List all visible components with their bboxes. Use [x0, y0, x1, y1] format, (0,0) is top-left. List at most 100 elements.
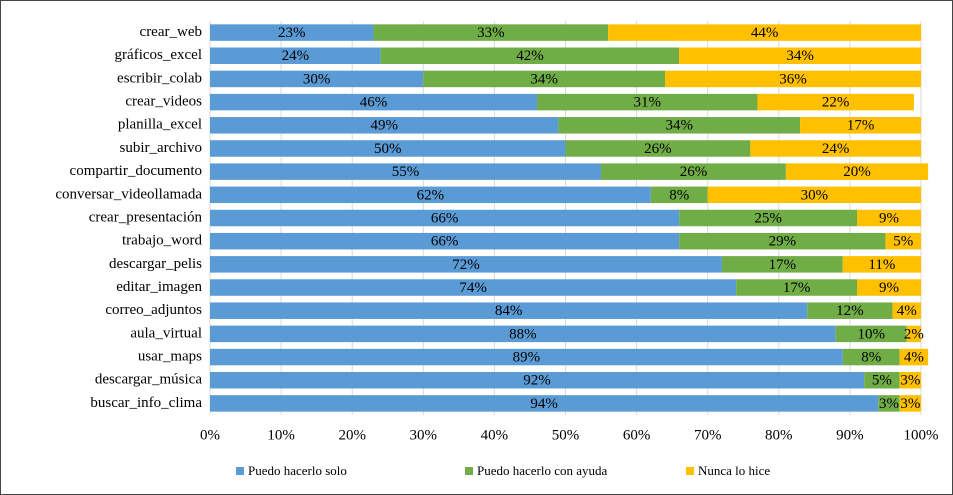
value-label: 24%	[282, 48, 310, 64]
bar-segment	[650, 186, 708, 204]
x-tick-label: 30%	[410, 427, 438, 443]
value-label: 9%	[879, 210, 899, 226]
bar-segment	[210, 256, 722, 273]
legend-label: Nunca lo hice	[698, 463, 770, 478]
value-label: 5%	[893, 234, 913, 250]
value-label: 17%	[783, 280, 811, 296]
y-tick-label: subir_archivo	[120, 140, 202, 156]
value-label: 30%	[303, 71, 331, 87]
value-label: 72%	[452, 257, 480, 273]
bar-segment	[210, 93, 538, 111]
x-tick-label: 10%	[267, 427, 295, 443]
y-tick-label: crear_presentación	[89, 209, 203, 225]
value-label: 44%	[751, 25, 779, 41]
value-label: 26%	[644, 141, 672, 157]
value-label: 84%	[495, 303, 523, 319]
value-label: 34%	[786, 48, 814, 64]
bar-segment	[679, 209, 858, 227]
y-tick-label: crear_web	[140, 24, 202, 40]
x-tick-label: 90%	[836, 427, 864, 443]
value-label: 4%	[897, 303, 917, 319]
bar-segment	[665, 70, 921, 88]
bar-segment	[906, 325, 921, 343]
bar-segment	[857, 209, 921, 227]
bar-segment	[210, 325, 836, 343]
y-tick-label: correo_adjuntos	[105, 302, 202, 318]
value-label: 20%	[843, 164, 871, 180]
value-label: 89%	[513, 349, 541, 365]
value-label: 33%	[477, 25, 505, 41]
bar-segment	[601, 163, 786, 180]
bar-segment	[373, 24, 609, 41]
y-tick-label: trabajo_word	[122, 233, 202, 249]
bar-segment	[679, 47, 921, 65]
bar-segment	[757, 93, 914, 111]
value-label: 66%	[431, 234, 459, 250]
bar-segment	[800, 117, 921, 134]
value-label: 12%	[836, 303, 864, 319]
bar-segment	[899, 395, 921, 412]
value-label: 8%	[861, 349, 881, 365]
bar-segment	[750, 140, 921, 157]
y-tick-label: planilla_excel	[118, 117, 202, 133]
value-label: 22%	[822, 95, 850, 111]
value-label: 24%	[822, 141, 850, 157]
bar-segment	[707, 186, 921, 204]
y-tick-label: buscar_info_clima	[90, 395, 202, 411]
bar-segment	[565, 140, 751, 157]
value-label: 34%	[666, 118, 694, 134]
x-tick-label: 0%	[200, 427, 220, 443]
y-tick-label: escribir_colab	[117, 70, 202, 86]
bar-segment	[721, 256, 843, 273]
value-label: 11%	[868, 257, 895, 273]
value-label: 31%	[634, 95, 662, 111]
value-label: 4%	[904, 349, 924, 365]
bar-segment	[835, 325, 907, 343]
y-tick-label: aula_virtual	[130, 325, 202, 341]
x-tick-label: 100%	[904, 427, 939, 443]
y-tick-label: compartir_documento	[70, 163, 202, 179]
value-label: 26%	[680, 164, 708, 180]
value-label: 17%	[847, 118, 875, 134]
y-tick-label: gráficos_excel	[115, 47, 202, 63]
y-tick-label: descargar_música	[95, 372, 203, 388]
legend-swatch	[686, 467, 694, 475]
bar-segment	[210, 163, 602, 180]
value-label: 30%	[801, 187, 829, 203]
legend-label: Puedo hacerlo con ayuda	[477, 463, 608, 478]
bar-segment	[537, 93, 758, 111]
legend-label: Puedo hacerlo solo	[248, 463, 347, 478]
bar-segment	[608, 24, 921, 41]
bar-segment	[210, 47, 381, 65]
value-label: 46%	[360, 95, 388, 111]
x-tick-label: 50%	[552, 427, 580, 443]
bar-segment	[842, 256, 921, 273]
bar-segment	[210, 140, 566, 157]
legend-swatch	[465, 467, 473, 475]
bar-segment	[423, 70, 666, 88]
y-tick-label: crear_videos	[125, 94, 202, 110]
bar-segment	[857, 279, 921, 296]
x-tick-label: 60%	[623, 427, 651, 443]
bar-segment	[210, 371, 865, 389]
value-label: 5%	[872, 373, 892, 389]
bar-segment	[210, 24, 374, 41]
bar-segment	[679, 232, 886, 250]
bar-segment	[210, 209, 680, 227]
value-label: 8%	[669, 187, 689, 203]
value-label: 49%	[370, 118, 398, 134]
value-label: 10%	[857, 326, 885, 342]
value-label: 50%	[374, 141, 402, 157]
bar-segment	[210, 395, 879, 412]
bar-segment	[892, 302, 921, 319]
x-tick-label: 70%	[694, 427, 722, 443]
bar-segment	[210, 348, 843, 366]
bar-segment	[807, 302, 893, 319]
legend-swatch	[236, 467, 244, 475]
bar-segment	[210, 186, 651, 204]
bar-segment	[864, 371, 900, 389]
value-label: 25%	[754, 210, 782, 226]
value-label: 36%	[779, 71, 807, 87]
value-label: 92%	[523, 373, 551, 389]
bar-segment	[899, 348, 929, 366]
